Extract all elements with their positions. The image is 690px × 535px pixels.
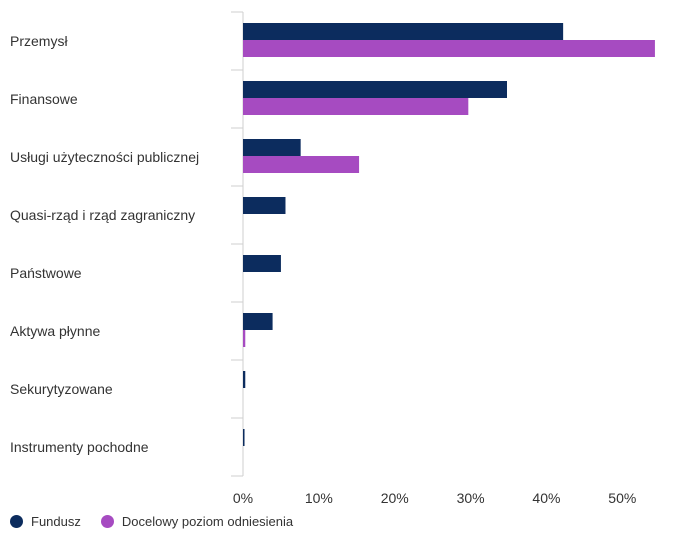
category-label: Sekurytyzowane bbox=[10, 381, 113, 397]
bar-fundusz bbox=[243, 81, 507, 98]
legend-item-fundusz: Fundusz bbox=[10, 514, 81, 529]
x-tick-label: 30% bbox=[457, 490, 485, 506]
bar-benchmark bbox=[243, 98, 469, 115]
category-label: Przemysł bbox=[10, 33, 68, 49]
category-label: Quasi-rząd i rząd zagraniczny bbox=[10, 207, 195, 223]
bar-fundusz bbox=[243, 197, 286, 214]
bar-benchmark bbox=[243, 40, 655, 57]
bar-fundusz bbox=[243, 429, 245, 446]
category-label: Instrumenty pochodne bbox=[10, 439, 149, 455]
bar-fundusz bbox=[243, 23, 564, 40]
x-tick-labels: 0% 10% 20% 30% 40% 50% bbox=[233, 490, 636, 506]
x-tick-label: 20% bbox=[381, 490, 409, 506]
legend: Fundusz Docelowy poziom odniesienia bbox=[10, 514, 313, 529]
bar-fundusz bbox=[243, 371, 246, 388]
x-tick-label: 10% bbox=[305, 490, 333, 506]
x-tick-label: 40% bbox=[532, 490, 560, 506]
category-label: Aktywa płynne bbox=[10, 323, 100, 339]
bar-benchmark bbox=[243, 330, 246, 347]
category-label: Finansowe bbox=[10, 91, 78, 107]
category-label: Usługi użyteczności publicznej bbox=[10, 149, 199, 165]
legend-label-benchmark: Docelowy poziom odniesienia bbox=[121, 514, 294, 529]
legend-item-benchmark: Docelowy poziom odniesienia bbox=[100, 514, 294, 529]
row-separators bbox=[231, 11, 243, 477]
legend-label-fundusz: Fundusz bbox=[31, 514, 81, 529]
legend-swatch-fundusz bbox=[10, 515, 23, 528]
bar-fundusz bbox=[243, 255, 281, 272]
x-tick-label: 0% bbox=[233, 490, 253, 506]
category-labels: Przemysł Finansowe Usługi użyteczności pub… bbox=[10, 33, 199, 455]
bar-benchmark bbox=[243, 156, 360, 173]
category-label: Państwowe bbox=[10, 265, 82, 281]
bars bbox=[243, 23, 655, 446]
x-tick-label: 50% bbox=[608, 490, 636, 506]
bar-fundusz bbox=[243, 313, 273, 330]
legend-swatch-benchmark bbox=[100, 515, 114, 528]
bar-fundusz bbox=[243, 139, 301, 156]
